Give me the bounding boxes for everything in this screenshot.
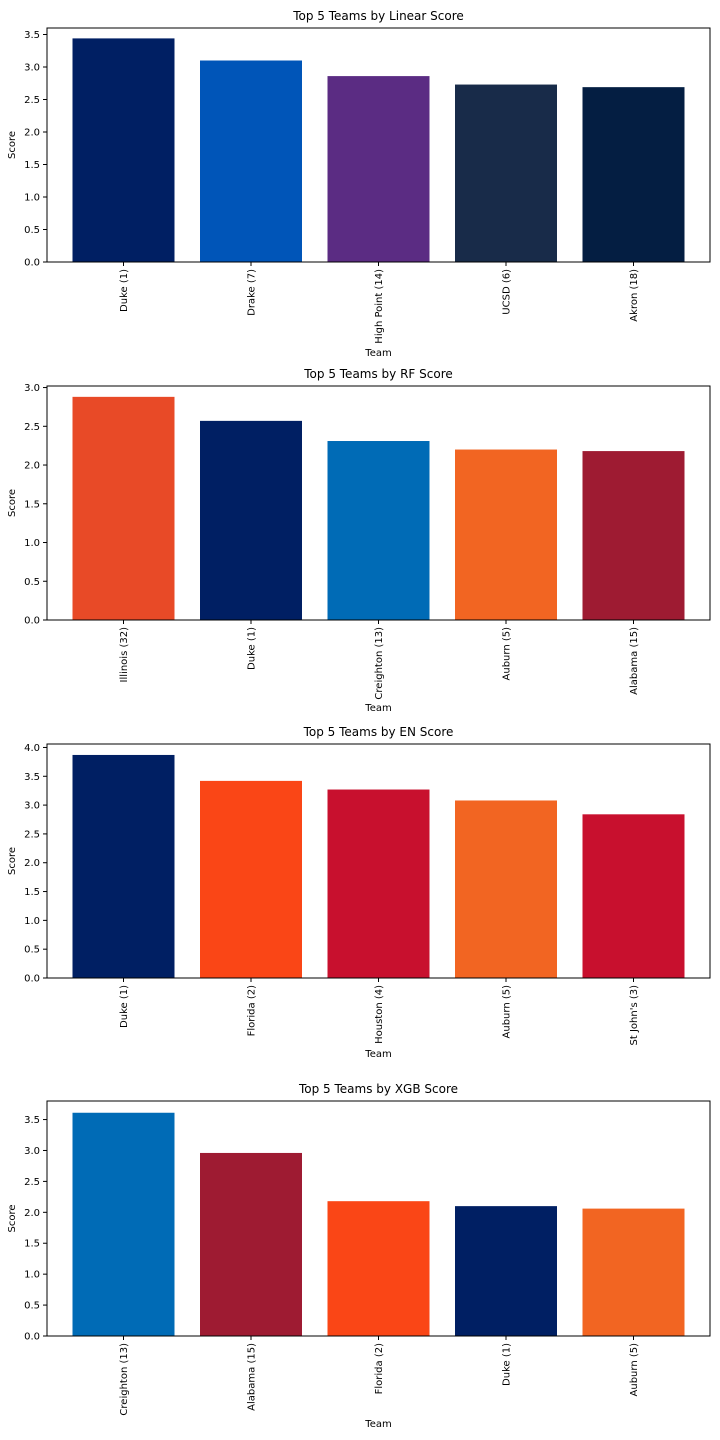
chart-2: Top 5 Teams by RF Score Illinois (32) Duke… xyxy=(7,367,711,714)
y-tick-label: 3.5 xyxy=(24,30,40,41)
y-tick-label: 2.0 xyxy=(24,128,40,139)
chart-title: Top 5 Teams by RF Score xyxy=(303,367,453,381)
y-tick-label: 0.0 xyxy=(24,1332,40,1343)
bar xyxy=(72,38,175,263)
y-tick-label: 2.0 xyxy=(24,461,40,472)
bar xyxy=(455,449,557,620)
y-tick-label: 0.5 xyxy=(24,577,40,588)
x-tick-label: Duke (1) xyxy=(502,1343,513,1386)
bar xyxy=(72,396,175,620)
x-tick-label: Florida (2) xyxy=(247,985,258,1036)
y-tick-label: 2.5 xyxy=(24,829,40,840)
y-tick-label: 3.0 xyxy=(24,63,40,74)
plot-frame xyxy=(46,27,711,263)
bar xyxy=(455,800,557,978)
x-tick-label: Creighton (13) xyxy=(119,1343,130,1416)
x-tick-label: St John's (3) xyxy=(629,985,640,1046)
x-tick-label: Alabama (15) xyxy=(247,1343,258,1411)
x-tick-label: Auburn (5) xyxy=(502,985,513,1039)
bar xyxy=(72,754,175,978)
y-tick-label: 0.5 xyxy=(24,225,40,236)
y-axis-label: Score xyxy=(7,1204,18,1232)
y-tick-label: 3.0 xyxy=(24,1146,40,1157)
y-tick-label: 1.5 xyxy=(24,1239,40,1250)
x-tick-label: Drake (7) xyxy=(247,269,258,316)
y-tick-label: 1.0 xyxy=(24,538,40,549)
chart-title: Top 5 Teams by EN Score xyxy=(303,725,454,739)
bar xyxy=(200,420,302,620)
y-tick-label: 0.0 xyxy=(24,616,40,627)
y-tick-label: 1.5 xyxy=(24,499,40,510)
x-tick-label: Auburn (5) xyxy=(629,1343,640,1397)
y-axis-label: Score xyxy=(7,489,18,517)
x-tick-label: Florida (2) xyxy=(374,1343,385,1394)
bar xyxy=(582,87,685,263)
y-tick-label: 4.0 xyxy=(24,743,40,754)
bar xyxy=(455,84,557,262)
x-tick-label: Alabama (15) xyxy=(629,627,640,695)
y-axis-label: Score xyxy=(7,131,18,159)
y-tick-label: 2.5 xyxy=(24,1177,40,1188)
y-tick-label: 1.0 xyxy=(24,1270,40,1281)
y-tick-label: 0.5 xyxy=(24,1301,40,1312)
x-axis-label: Team xyxy=(364,703,391,714)
bar xyxy=(327,1201,430,1336)
x-tick-label: Duke (1) xyxy=(119,985,130,1028)
x-tick-label: High Point (14) xyxy=(374,269,385,344)
x-tick-label: UCSD (6) xyxy=(502,269,513,315)
bar xyxy=(72,1112,175,1336)
chart-title: Top 5 Teams by XGB Score xyxy=(298,1082,458,1096)
bar xyxy=(200,1152,302,1336)
chart-4: Top 5 Teams by XGB Score Creighton (13) Al… xyxy=(7,1082,711,1430)
x-axis-label: Team xyxy=(364,1049,391,1060)
y-tick-label: 1.0 xyxy=(24,916,40,927)
plot-frame xyxy=(46,1100,711,1337)
bar xyxy=(200,780,302,978)
y-tick-label: 0.0 xyxy=(24,258,40,269)
bar xyxy=(327,789,430,978)
bar xyxy=(455,1206,557,1336)
bar xyxy=(327,76,430,262)
y-tick-label: 3.5 xyxy=(24,1115,40,1126)
y-tick-label: 2.0 xyxy=(24,1208,40,1219)
x-tick-label: Duke (1) xyxy=(247,627,258,670)
y-tick-label: 3.0 xyxy=(24,383,40,394)
bar xyxy=(582,1208,685,1336)
x-axis-label: Team xyxy=(364,348,391,359)
y-tick-label: 2.5 xyxy=(24,422,40,433)
x-tick-label: Illinois (32) xyxy=(119,627,130,683)
bar xyxy=(200,60,302,262)
y-tick-label: 1.5 xyxy=(24,887,40,898)
bar xyxy=(327,441,430,620)
bar xyxy=(582,451,685,620)
y-tick-label: 0.0 xyxy=(24,974,40,985)
y-tick-label: 1.0 xyxy=(24,193,40,204)
y-axis-label: Score xyxy=(7,847,18,875)
x-axis-label: Team xyxy=(364,1419,391,1430)
plot-frame xyxy=(46,385,711,621)
y-tick-label: 3.5 xyxy=(24,772,40,783)
x-tick-label: Auburn (5) xyxy=(502,627,513,681)
chart-title: Top 5 Teams by Linear Score xyxy=(292,9,464,23)
x-tick-label: Akron (18) xyxy=(629,269,640,322)
bar xyxy=(582,814,685,978)
y-tick-label: 2.5 xyxy=(24,95,40,106)
plot-frame xyxy=(46,743,711,979)
y-tick-label: 0.5 xyxy=(24,945,40,956)
y-tick-label: 3.0 xyxy=(24,801,40,812)
chart-3: Top 5 Teams by EN Score Duke (1) Florida (… xyxy=(7,725,711,1060)
x-tick-label: Houston (4) xyxy=(374,985,385,1044)
y-tick-label: 1.5 xyxy=(24,160,40,171)
chart-1: Top 5 Teams by Linear Score Duke (1) Drake… xyxy=(7,9,711,359)
y-tick-label: 2.0 xyxy=(24,858,40,869)
x-tick-label: Creighton (13) xyxy=(374,627,385,700)
x-tick-label: Duke (1) xyxy=(119,269,130,312)
